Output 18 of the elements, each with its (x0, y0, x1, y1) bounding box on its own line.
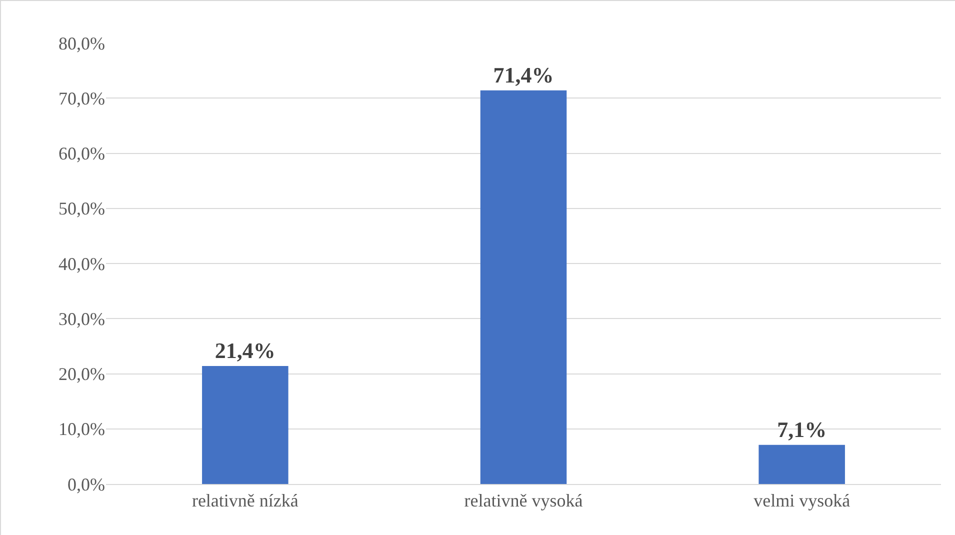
y-tick-label: 60,0% (58, 144, 105, 164)
y-tick-label: 30,0% (58, 308, 105, 329)
data-label: 7,1% (777, 416, 827, 442)
y-tick-label: 50,0% (58, 198, 105, 219)
y-tick-label: 80,0% (58, 33, 105, 54)
y-tick-label: 70,0% (58, 88, 105, 108)
bar (758, 444, 845, 484)
x-tick-label: velmi vysoká (754, 490, 850, 511)
y-tick-label: 0,0% (68, 474, 105, 494)
y-tick-label: 10,0% (58, 419, 105, 440)
y-tick-label: 20,0% (58, 364, 105, 384)
bar (202, 366, 288, 484)
x-tick-label: relativně nízká (192, 490, 298, 511)
x-tick-label: relativně vysoká (464, 490, 583, 511)
data-label: 21,4% (214, 338, 276, 364)
y-tick-label: 40,0% (58, 254, 105, 274)
data-label: 71,4% (493, 62, 554, 88)
bar (480, 90, 567, 484)
